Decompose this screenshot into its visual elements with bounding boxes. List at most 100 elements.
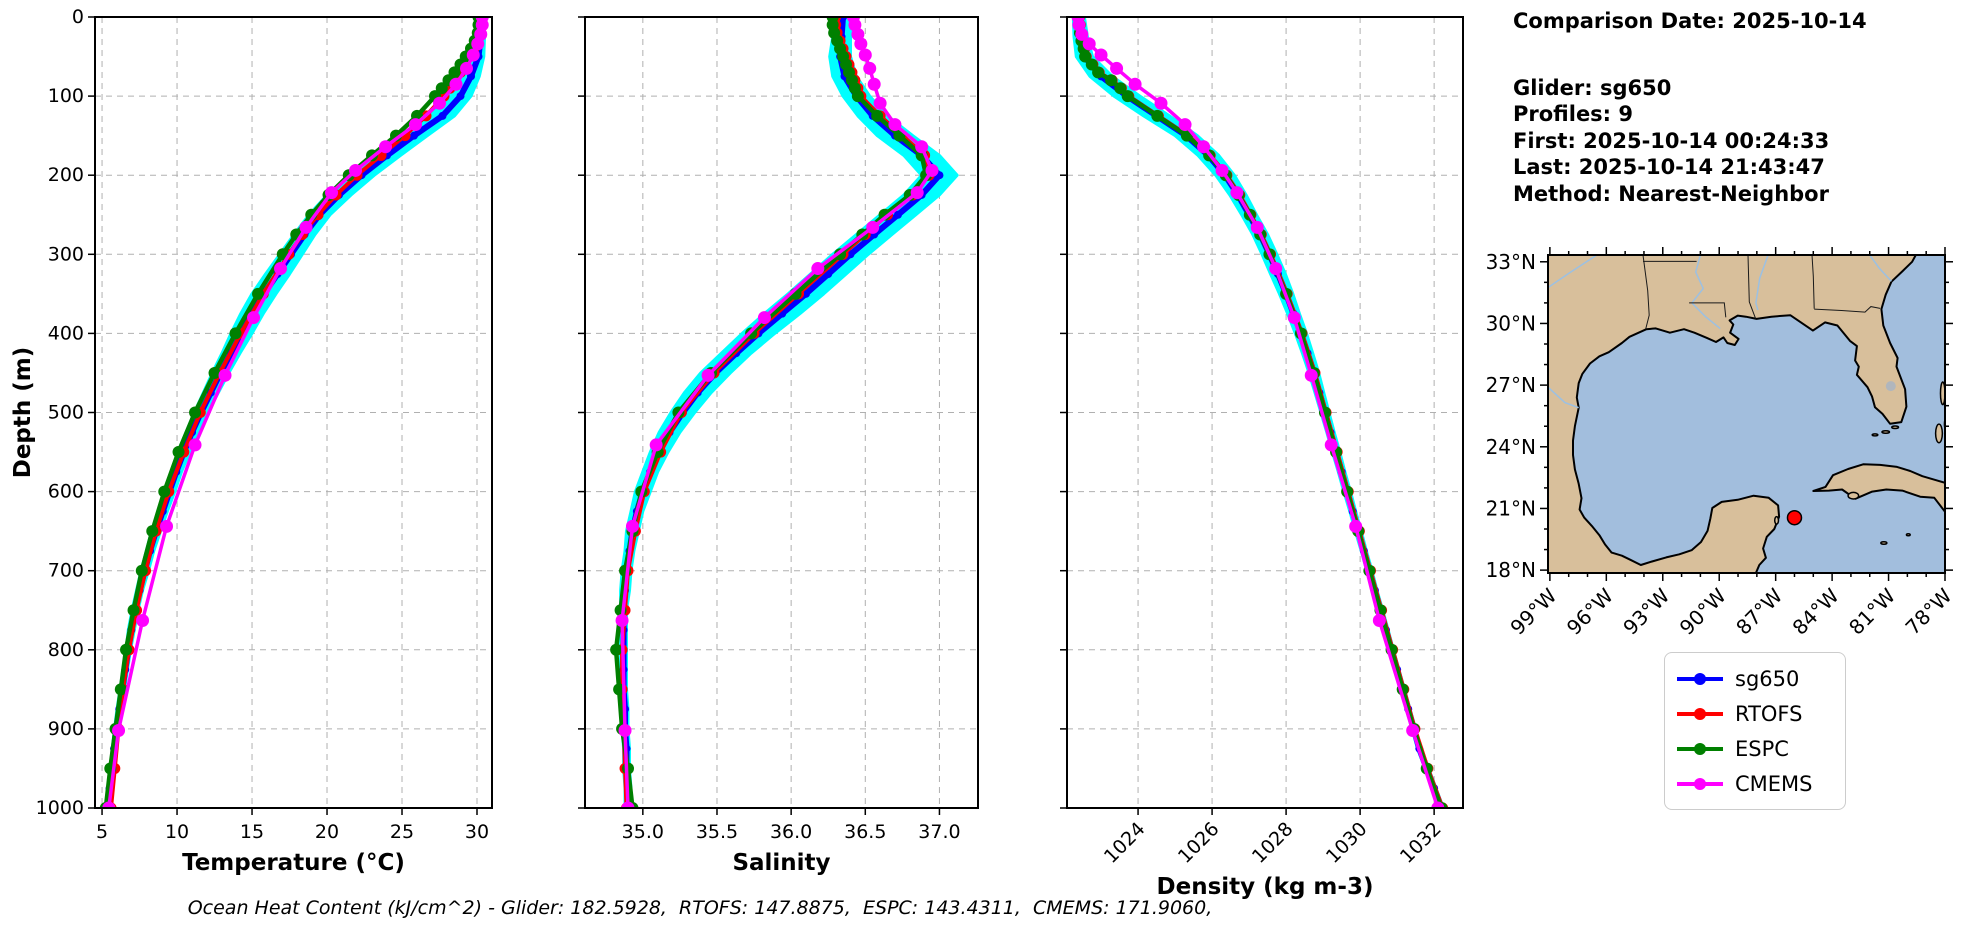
legend-label: CMEMS — [1735, 771, 1813, 796]
svg-text:1024: 1024 — [1100, 818, 1150, 868]
legend-line-marker-sample — [1677, 738, 1723, 760]
north-america-landmass — [1548, 255, 1917, 573]
temperature-axis-title: Temperature (°C) — [182, 850, 405, 876]
svg-text:1032: 1032 — [1396, 818, 1446, 868]
svg-text:25: 25 — [390, 821, 414, 843]
svg-text:93°W: 93°W — [1618, 583, 1674, 639]
density-profile-chart: 1024 1026 1028 1030 1032 Density (kg m-3) — [1060, 16, 1464, 900]
svg-text:400: 400 — [48, 322, 84, 344]
last-profile-time-text: Last: 2025-10-14 21:43:47 — [1513, 155, 1825, 179]
map-frame — [1547, 254, 1946, 574]
legend-item-cmems: CMEMS — [1677, 766, 1829, 801]
svg-text:300: 300 — [48, 243, 84, 265]
svg-text:100: 100 — [48, 85, 84, 107]
svg-text:500: 500 — [48, 402, 84, 424]
svg-text:84°W: 84°W — [1788, 583, 1844, 639]
svg-text:20: 20 — [315, 821, 339, 843]
tick-labels: 35.0 35.5 36.0 36.5 37.0 — [622, 821, 961, 843]
svg-text:36.0: 36.0 — [770, 821, 812, 843]
legend-label: ESPC — [1735, 736, 1789, 761]
glider-name-text: Glider: sg650 — [1513, 75, 1672, 100]
svg-text:1028: 1028 — [1248, 818, 1298, 868]
svg-text:33°N: 33°N — [1486, 250, 1536, 274]
glider-location-marker — [1786, 509, 1803, 526]
tick-labels: 5 10 15 20 25 3001002003004005006007008009001… — [36, 6, 489, 843]
small-island — [1871, 433, 1879, 437]
svg-text:900: 900 — [48, 718, 84, 740]
svg-text:30°N: 30°N — [1486, 311, 1536, 335]
legend-line-marker-sample — [1677, 773, 1723, 795]
small-island — [1905, 532, 1911, 537]
legend-label: sg650 — [1735, 666, 1800, 691]
svg-text:99°W: 99°W — [1505, 583, 1561, 639]
legend-line-marker-sample — [1677, 703, 1723, 725]
svg-text:37.0: 37.0 — [918, 821, 960, 843]
svg-text:10: 10 — [165, 821, 189, 843]
legend-label: RTOFS — [1735, 701, 1803, 726]
svg-text:35.5: 35.5 — [696, 821, 738, 843]
series-markers-CMEMS — [1071, 17, 1445, 808]
legend: sg650 RTOFS ESPC CMEMS — [1664, 652, 1846, 810]
glider-envelope — [105, 17, 486, 808]
axis-ticks — [578, 16, 941, 815]
map-ticks — [1540, 247, 1953, 581]
small-island — [1891, 425, 1900, 430]
svg-text:35.0: 35.0 — [622, 821, 664, 843]
svg-text:90°W: 90°W — [1675, 583, 1731, 639]
series-markers-RTOFS — [1074, 17, 1449, 808]
svg-text:24°N: 24°N — [1486, 435, 1536, 459]
svg-text:5: 5 — [96, 821, 108, 843]
svg-text:1030: 1030 — [1322, 818, 1372, 868]
small-island — [1880, 541, 1888, 545]
svg-text:27°N: 27°N — [1486, 373, 1536, 397]
grid-lines — [585, 16, 978, 809]
legend-item-sg650: sg650 — [1677, 661, 1829, 696]
svg-text:30: 30 — [465, 821, 489, 843]
svg-text:0: 0 — [72, 6, 84, 28]
glider-envelope — [1071, 17, 1445, 808]
svg-text:15: 15 — [240, 821, 264, 843]
axis-ticks — [1060, 16, 1435, 815]
profiles-count-text: Profiles: 9 — [1513, 102, 1634, 126]
state-borders — [1642, 255, 1881, 329]
svg-text:21°N: 21°N — [1486, 496, 1536, 520]
svg-text:18°N: 18°N — [1486, 558, 1536, 582]
depth-axis-title: Depth (m) — [10, 347, 36, 479]
small-island — [1773, 515, 1780, 525]
svg-text:36.5: 36.5 — [844, 821, 886, 843]
svg-text:96°W: 96°W — [1562, 583, 1618, 639]
salinity-axis-title: Salinity — [732, 850, 830, 876]
density-axis-title: Density (kg m-3) — [1157, 874, 1374, 900]
small-island — [1881, 430, 1891, 434]
salinity-profile-chart: 35.0 35.5 36.0 36.5 37.0 Salinity — [578, 16, 979, 876]
land-polygons — [1548, 255, 1945, 573]
info-panel: Comparison Date: 2025-10-14 Glider: sg65… — [1513, 8, 1973, 207]
small-island — [1847, 491, 1860, 500]
tick-labels: 1024 1026 1028 1030 1032 — [1100, 818, 1446, 868]
svg-text:800: 800 — [48, 639, 84, 661]
svg-text:200: 200 — [48, 164, 84, 186]
legend-item-rtofs: RTOFS — [1677, 696, 1829, 731]
gulf-of-mexico-map: 33°N 30°N 27°N 24°N 21°N 18°N99°W 96°W 93°W 90°W… — [1486, 247, 1957, 640]
svg-text:1026: 1026 — [1174, 818, 1224, 868]
comparison-date-text: Comparison Date: 2025-10-14 — [1513, 9, 1867, 33]
svg-text:1000: 1000 — [36, 797, 84, 819]
svg-text:81°W: 81°W — [1844, 583, 1900, 639]
rivers — [1548, 255, 1892, 409]
cuba-island — [1812, 463, 1945, 514]
small-island — [1934, 423, 1944, 444]
first-profile-time-text: First: 2025-10-14 00:24:33 — [1513, 128, 1830, 153]
axis-ticks — [88, 16, 478, 815]
svg-text:600: 600 — [48, 481, 84, 503]
svg-text:78°W: 78°W — [1901, 583, 1957, 639]
grid-lines — [95, 16, 492, 809]
series-markers-CMEMS — [102, 17, 489, 808]
method-text: Method: Nearest-Neighbor — [1513, 181, 1829, 206]
lake-okeechobee — [1885, 381, 1896, 392]
svg-text:700: 700 — [48, 560, 84, 582]
legend-item-espc: ESPC — [1677, 731, 1829, 766]
info-gap — [1513, 35, 1973, 75]
series-markers-CMEMS — [615, 17, 939, 808]
